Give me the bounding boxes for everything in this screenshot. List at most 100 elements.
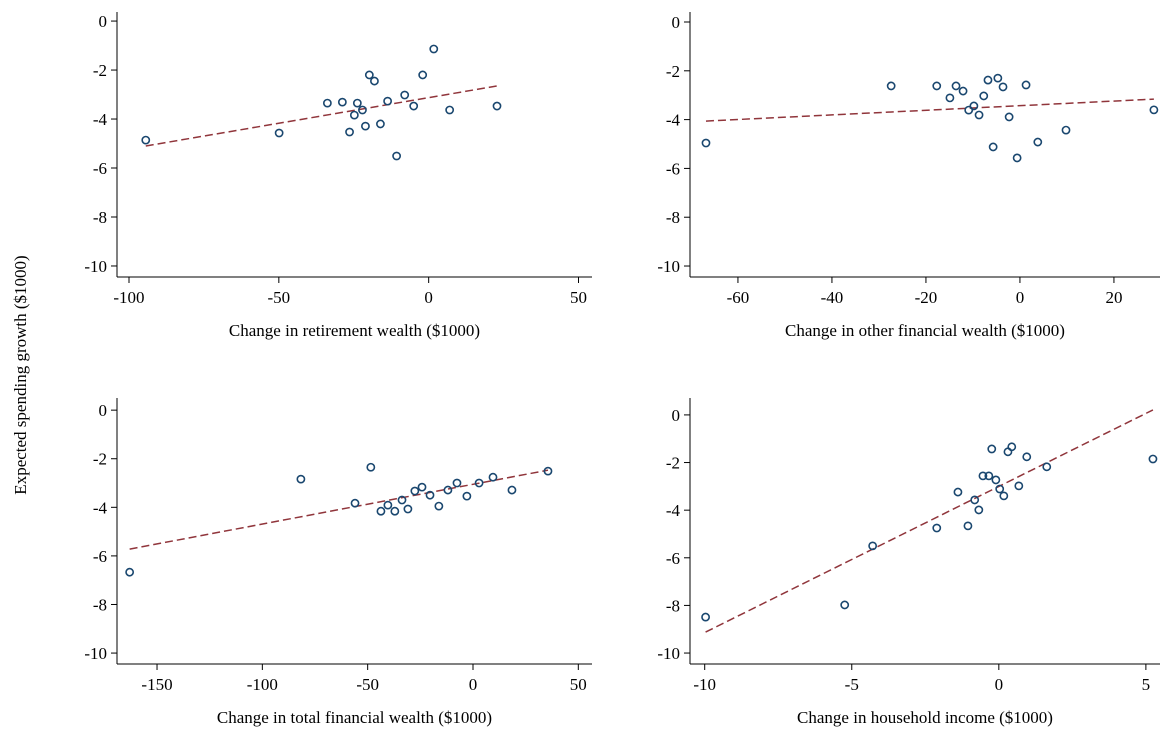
- point: [488, 472, 498, 482]
- point: [974, 505, 984, 515]
- y-tick-label: -8: [666, 208, 680, 227]
- point: [1149, 105, 1159, 115]
- x-tick-label: 50: [570, 288, 587, 307]
- point: [701, 612, 710, 622]
- x-tick-label: -150: [141, 675, 172, 694]
- point: [993, 73, 1003, 83]
- point: [429, 44, 439, 54]
- point: [425, 490, 435, 500]
- y-tick-label: -8: [93, 595, 107, 614]
- point: [995, 484, 1005, 494]
- point: [125, 567, 135, 577]
- point: [868, 541, 878, 551]
- x-tick-label: -40: [821, 288, 844, 307]
- point: [932, 523, 942, 533]
- y-tick-label: -6: [93, 159, 107, 178]
- y-tick-label: -2: [93, 450, 107, 469]
- point: [979, 91, 989, 101]
- point: [443, 485, 453, 495]
- y-tick-label: -8: [93, 208, 107, 227]
- point: [1148, 454, 1158, 464]
- point: [141, 135, 151, 145]
- point: [1042, 462, 1052, 472]
- point: [383, 500, 393, 510]
- point: [1007, 442, 1017, 452]
- point: [1061, 125, 1071, 135]
- point: [370, 76, 379, 86]
- point: [963, 521, 973, 531]
- point: [932, 81, 942, 91]
- x-axis-title: Change in household income ($1000): [797, 708, 1053, 727]
- point: [322, 98, 332, 108]
- point: [964, 105, 974, 115]
- y-tick-label: -6: [93, 547, 107, 566]
- x-tick-label: 0: [469, 675, 478, 694]
- y-tick-label: -2: [666, 454, 680, 473]
- y-tick-label: -10: [84, 257, 107, 276]
- point: [345, 127, 354, 137]
- y-tick-label: -10: [657, 257, 680, 276]
- point: [403, 504, 413, 514]
- y-tick-label: -10: [657, 644, 680, 663]
- x-axis-title: Change in other financial wealth ($1000): [785, 321, 1065, 340]
- y-tick-label: -6: [666, 159, 680, 178]
- x-tick-label: -5: [845, 675, 859, 694]
- point: [452, 478, 462, 488]
- fit-line: [145, 85, 498, 147]
- point: [1033, 137, 1043, 147]
- point: [361, 121, 370, 131]
- y-tick-label: -4: [666, 501, 681, 520]
- point: [364, 70, 374, 80]
- x-tick-label: 50: [570, 675, 587, 694]
- point: [987, 444, 997, 454]
- point: [434, 501, 444, 511]
- point: [1022, 452, 1032, 462]
- point: [337, 97, 347, 107]
- panel: 0 -2 -4 -6 -8 -10 -150 -100 -50 0 50 Change in tota…: [84, 398, 592, 727]
- point: [350, 498, 360, 508]
- point: [988, 142, 998, 152]
- x-tick-label: 5: [1142, 675, 1151, 694]
- point: [417, 482, 427, 492]
- y-tick-label: 0: [99, 401, 108, 420]
- point: [366, 462, 376, 472]
- point: [970, 495, 980, 505]
- point: [400, 90, 410, 100]
- panel: 0 -2 -4 -6 -8 -10 -60 -40 -20 0 20 Change in other …: [657, 12, 1160, 340]
- x-tick-label: -50: [356, 675, 379, 694]
- y-tick-label: 0: [672, 13, 681, 32]
- x-tick-label: 20: [1105, 288, 1122, 307]
- point: [358, 105, 367, 115]
- point: [376, 119, 385, 129]
- x-tick-label: -60: [727, 288, 750, 307]
- x-tick-label: 0: [995, 675, 1004, 694]
- x-tick-label: -100: [113, 288, 144, 307]
- point: [958, 86, 968, 96]
- y-tick-label: -2: [93, 61, 107, 80]
- y-tick-label: -6: [666, 549, 680, 568]
- x-tick-label: -50: [267, 288, 290, 307]
- point: [969, 101, 979, 111]
- y-tick-label: 0: [99, 12, 108, 31]
- point: [462, 491, 472, 501]
- point: [998, 82, 1008, 92]
- y-tick-label: -2: [666, 62, 680, 81]
- point: [376, 506, 386, 516]
- point: [983, 75, 993, 85]
- x-tick-label: -20: [915, 288, 938, 307]
- y-tick-label: -4: [666, 111, 681, 130]
- point: [296, 474, 306, 484]
- point: [397, 495, 407, 505]
- x-axis-title: Change in retirement wealth ($1000): [229, 321, 480, 340]
- point: [392, 151, 402, 161]
- fit-line: [129, 469, 549, 550]
- point: [974, 110, 984, 120]
- point: [418, 70, 428, 80]
- point: [978, 471, 988, 481]
- point: [474, 478, 484, 488]
- point: [701, 138, 711, 148]
- y-tick-label: -8: [666, 596, 680, 615]
- point: [945, 93, 955, 103]
